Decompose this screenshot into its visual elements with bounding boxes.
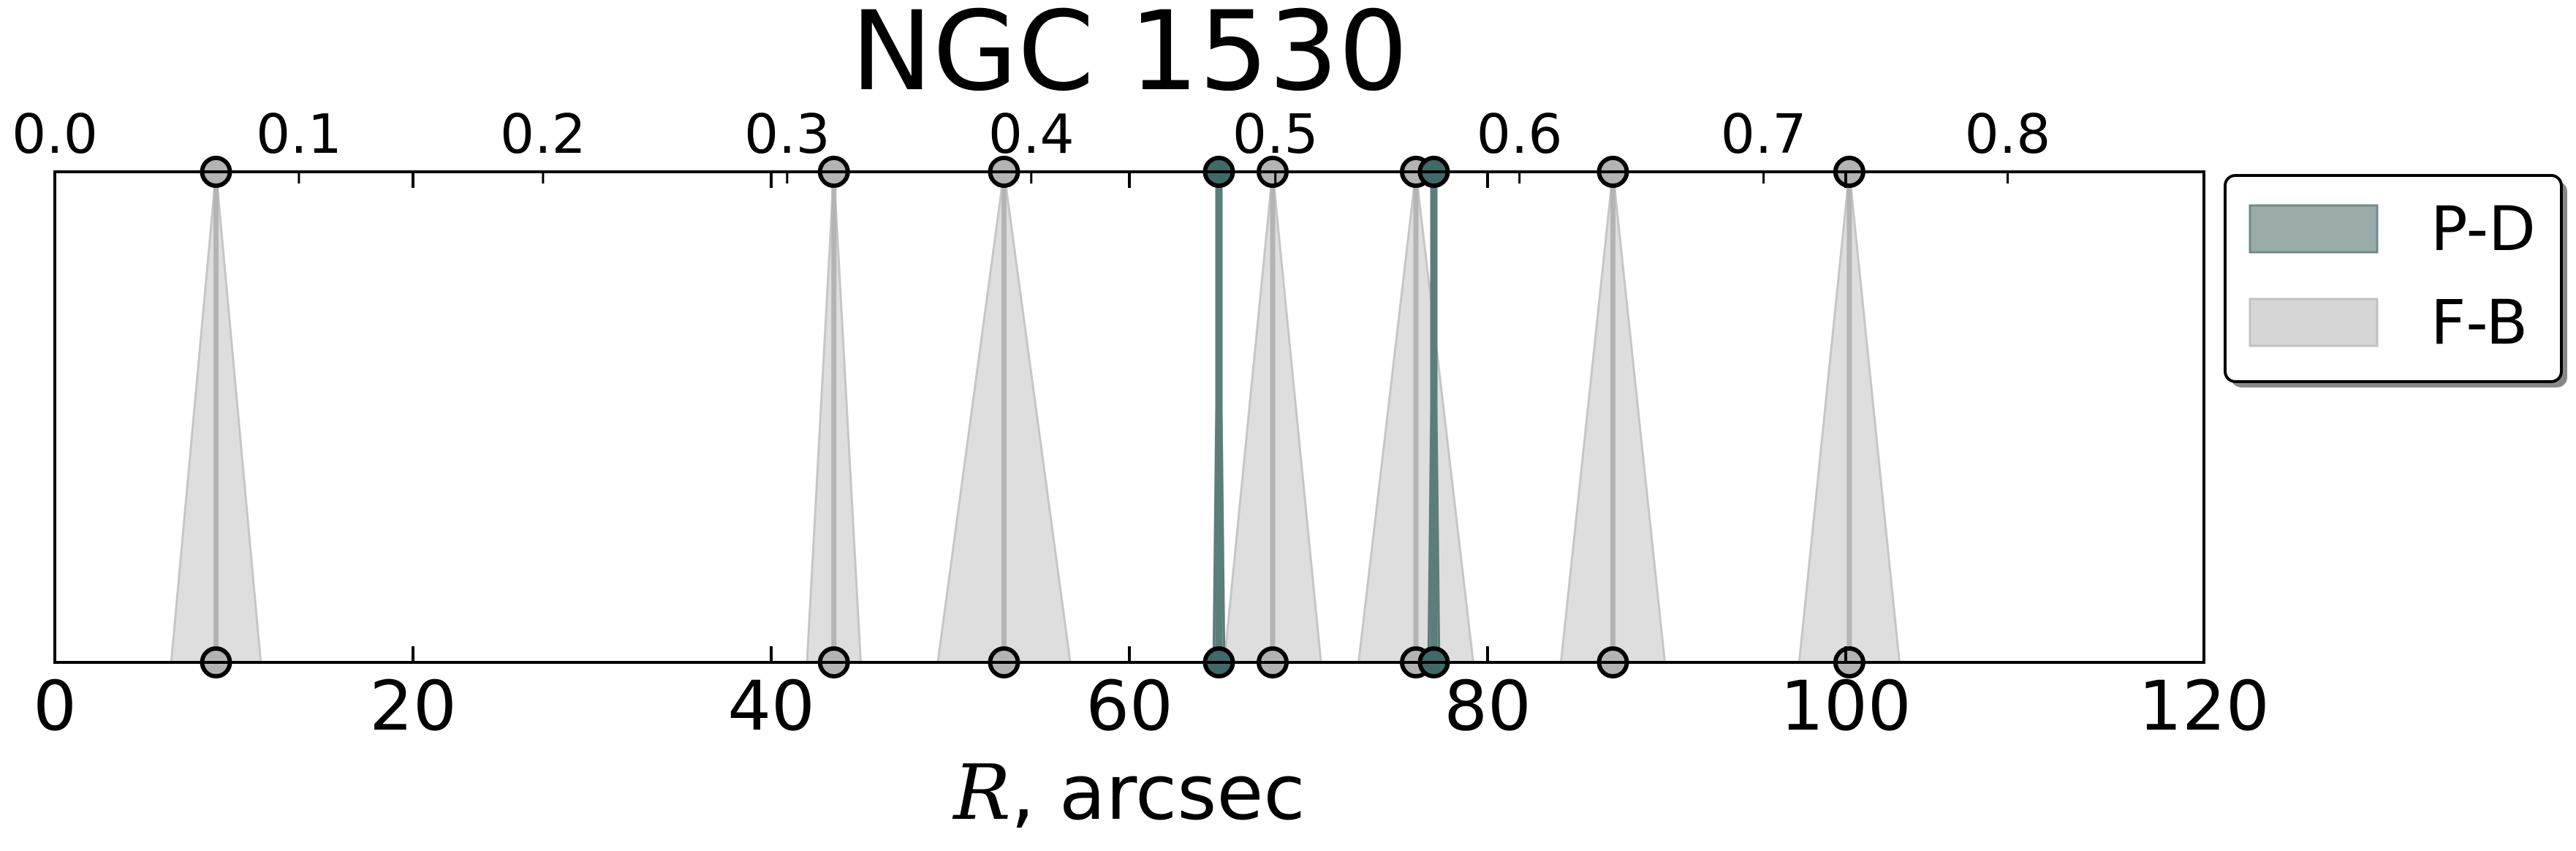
x-tick-label-20: 20 xyxy=(369,667,457,746)
x-tick-label-120: 120 xyxy=(2138,667,2269,746)
top-tick-label-0-3: 0.3 xyxy=(744,103,830,166)
legend-label-pd: P-D xyxy=(2431,193,2536,265)
chart-title: NGC 1530 xyxy=(851,0,1409,116)
legend-swatch-fb xyxy=(2249,298,2379,347)
plot-marks xyxy=(170,156,1901,678)
x-tick-label-0: 0 xyxy=(33,667,77,746)
x-tick-label-40: 40 xyxy=(727,667,815,746)
x-axis-label: R, arcsec xyxy=(952,748,1305,837)
top-tick-label-0-5: 0.5 xyxy=(1232,103,1319,166)
x-tick-label-80: 80 xyxy=(1444,667,1531,746)
x-axis-label-symbol: R xyxy=(952,748,1010,837)
top-tick-label-0-2: 0.2 xyxy=(500,103,586,166)
top-tick-label-0-4: 0.4 xyxy=(988,103,1075,166)
top-tick-label-0-0: 0.0 xyxy=(12,103,98,166)
top-tick-label-0-7: 0.7 xyxy=(1721,103,1807,166)
top-x-axis: 0.0 0.1 0.2 0.3 0.4 0.5 0.6 0.7 0.8 xyxy=(12,103,2050,184)
x-tick-label-100: 100 xyxy=(1780,667,1911,746)
top-tick-label-0-6: 0.6 xyxy=(1477,103,1563,166)
legend-swatch-pd xyxy=(2249,204,2379,254)
legend-label-fb: F-B xyxy=(2431,287,2528,358)
x-axis-label-unit: , arcsec xyxy=(1011,748,1306,837)
x-tick-label-60: 60 xyxy=(1086,667,1173,746)
legend: P-D F-B xyxy=(2224,174,2567,387)
top-tick-label-0-1: 0.1 xyxy=(256,103,342,166)
top-tick-label-0-8: 0.8 xyxy=(1965,103,2051,166)
bottom-x-axis: 0 20 40 60 80 100 120 xyxy=(33,172,2270,746)
